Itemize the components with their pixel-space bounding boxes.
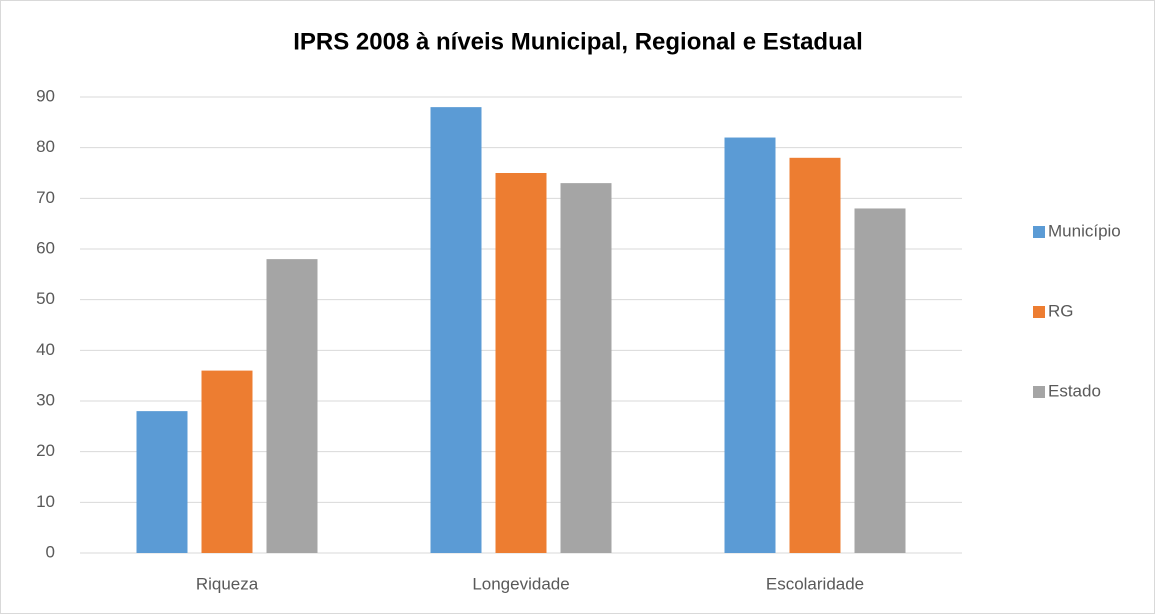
chart-title: IPRS 2008 à níveis Municipal, Regional e… — [293, 28, 863, 55]
bar — [430, 107, 482, 553]
legend-label: Município — [1048, 221, 1121, 240]
x-tick-label: Escolaridade — [766, 574, 864, 593]
y-tick-label: 30 — [36, 390, 55, 409]
bar — [136, 411, 188, 553]
y-tick-label: 40 — [36, 340, 55, 359]
legend-swatch — [1033, 226, 1045, 238]
y-tick-label: 50 — [36, 289, 55, 308]
y-tick-label: 20 — [36, 441, 55, 460]
y-tick-label: 90 — [36, 86, 55, 105]
x-tick-label: Longevidade — [472, 574, 569, 593]
y-tick-label: 0 — [46, 542, 55, 561]
legend-label: RG — [1048, 301, 1074, 320]
bar — [854, 208, 906, 553]
y-tick-label: 10 — [36, 492, 55, 511]
x-tick-label: Riqueza — [196, 574, 259, 593]
bar — [789, 157, 841, 554]
bar — [266, 259, 318, 553]
y-tick-label: 80 — [36, 137, 55, 156]
legend-label: Estado — [1048, 381, 1101, 400]
y-tick-label: 60 — [36, 238, 55, 257]
bar — [201, 370, 253, 553]
bar — [495, 173, 547, 553]
bar — [560, 183, 612, 553]
legend-swatch — [1033, 306, 1045, 318]
y-tick-label: 70 — [36, 188, 55, 207]
bar — [724, 137, 776, 554]
legend-swatch — [1033, 386, 1045, 398]
